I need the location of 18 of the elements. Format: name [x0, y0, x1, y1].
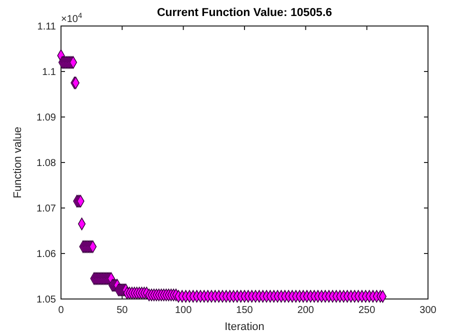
x-axis-title: Iteration: [224, 321, 264, 333]
x-tick-label: 150: [236, 305, 254, 316]
y-tick-label: 1.07: [36, 204, 56, 214]
y-tick-label: 1.09: [36, 112, 56, 124]
y-tick-label: 1.11: [37, 22, 56, 32]
text: ×10$^{4}$: [61, 10, 82, 25]
x-tick-label: 300: [420, 305, 437, 316]
y-tick-label: 1.06: [36, 249, 56, 260]
x-tick-label: 200: [297, 305, 314, 316]
y-tick-label: 1.1: [42, 67, 56, 78]
y-tick-label: 1.08: [36, 158, 56, 169]
y-tick-label: 1.05: [36, 294, 56, 306]
x-tick-label: 100: [174, 305, 192, 316]
x-tick-label: 50: [116, 305, 128, 316]
y-axis-title: Function value: [12, 126, 24, 198]
x-tick-label: 0: [58, 305, 64, 316]
chart-title: Current Function Value: 10505.6: [156, 7, 332, 19]
x-tick-label: 250: [358, 305, 376, 316]
